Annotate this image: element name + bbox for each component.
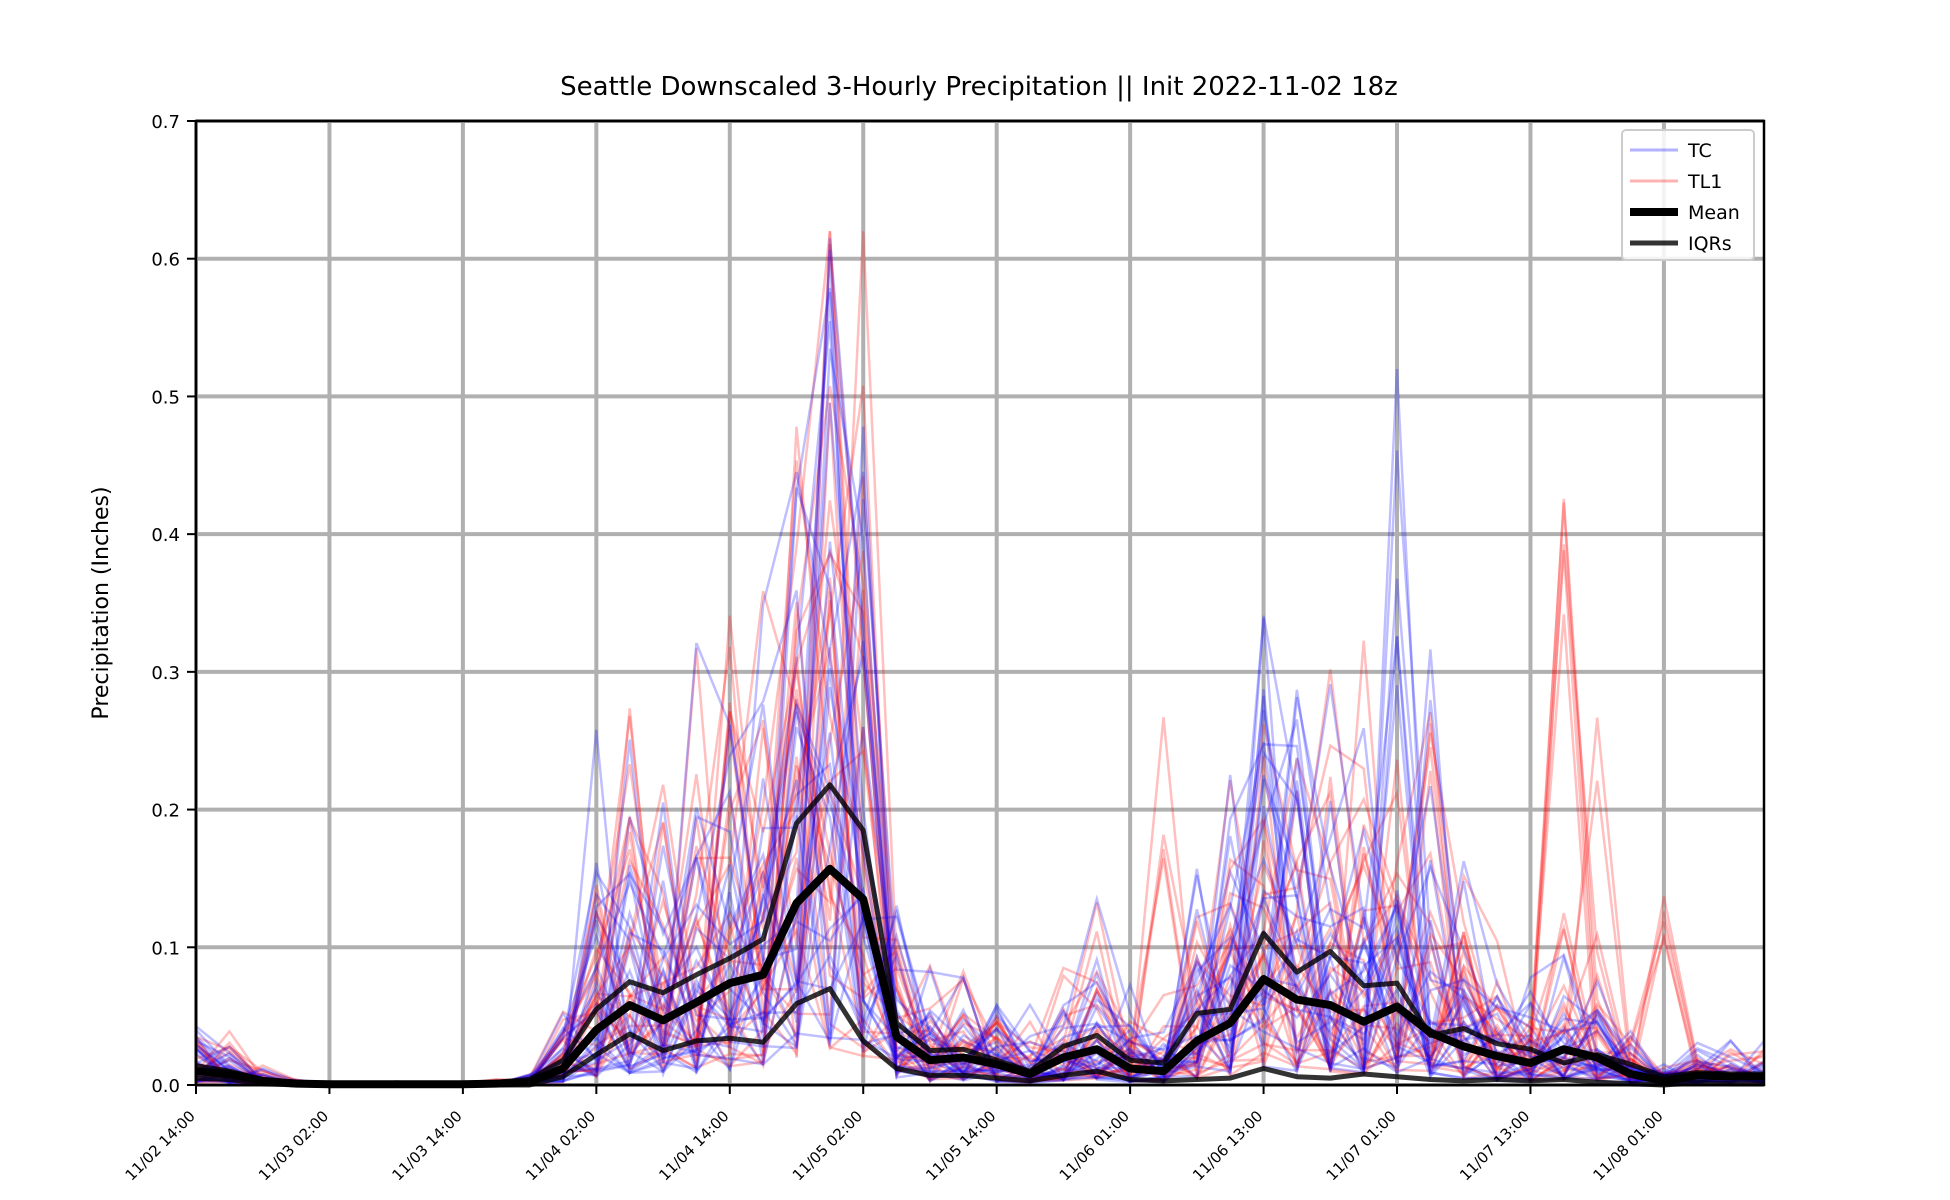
y-tick-label: 0.7: [151, 112, 180, 133]
legend-box: [1621, 129, 1755, 261]
y-tick-label: 0.2: [151, 801, 180, 822]
y-axis-label: Precipitation (Inches): [89, 486, 114, 719]
legend-label: Mean: [1688, 202, 1740, 224]
y-tick-label: 0.6: [151, 250, 180, 271]
y-tick-label: 0.0: [151, 1076, 180, 1097]
legend-label: IQRs: [1688, 233, 1732, 255]
plot-frame: [194, 119, 1766, 1087]
legend-label: TC: [1687, 140, 1712, 162]
y-tick-label: 0.4: [151, 525, 180, 546]
y-tick-label: 0.5: [151, 387, 180, 408]
legend: TC TL1 Mean IQRs: [1621, 129, 1755, 261]
chart-title: Seattle Downscaled 3-Hourly Precipitatio…: [560, 72, 1398, 102]
y-tick-label: 0.3: [151, 663, 180, 684]
y-tick-label: 0.1: [151, 938, 180, 959]
legend-label: TL1: [1687, 171, 1722, 193]
